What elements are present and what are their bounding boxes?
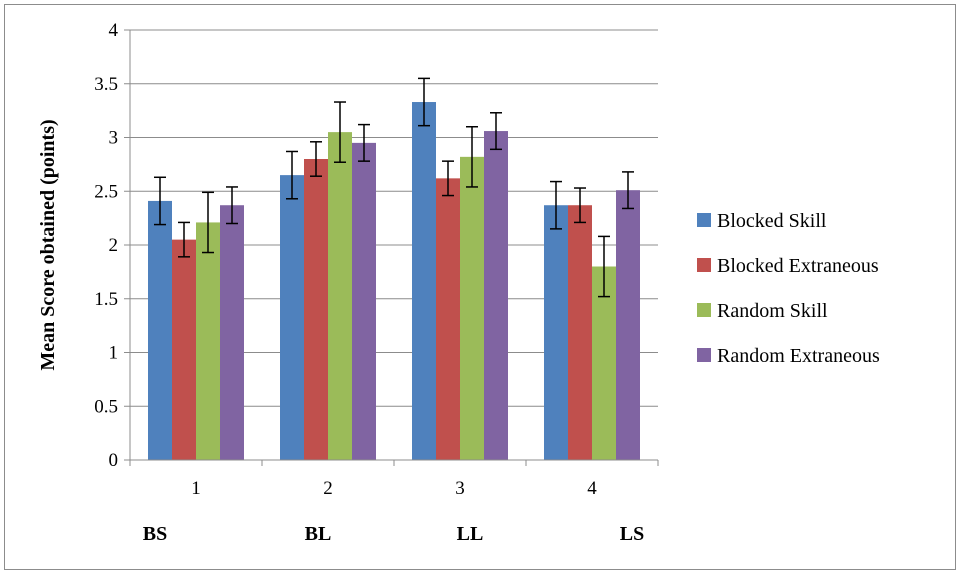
legend: Blocked Skill Blocked Extraneous Random Sk… <box>697 210 880 367</box>
bar <box>412 102 436 461</box>
bar <box>568 205 592 460</box>
y-tick-label: 4 <box>109 20 119 41</box>
bar <box>172 239 196 460</box>
bar <box>328 132 352 460</box>
y-tick-label: 3.5 <box>94 74 118 95</box>
legend-swatch <box>697 213 711 227</box>
y-axis-label: Mean Score obtained (points) <box>37 119 59 370</box>
bar <box>196 222 220 460</box>
bar <box>616 190 640 461</box>
y-tick-label: 1 <box>109 343 119 364</box>
legend-label: Blocked Skill <box>717 210 827 232</box>
bar <box>544 205 568 460</box>
bar <box>280 175 304 460</box>
y-tick-label: 2 <box>109 235 119 256</box>
bar <box>484 131 508 461</box>
legend-swatch <box>697 303 711 317</box>
bar <box>220 205 244 460</box>
y-tick-label: 0.5 <box>94 396 118 417</box>
y-tick-label: 1.5 <box>94 289 118 310</box>
bar <box>460 156 484 460</box>
bar <box>436 178 460 460</box>
bar <box>592 266 616 460</box>
bar <box>304 159 328 460</box>
bar <box>352 142 376 460</box>
legend-label: Blocked Extraneous <box>717 255 879 277</box>
x-tick-label: 2 <box>323 478 333 499</box>
y-tick-label: 3 <box>109 128 119 149</box>
legend-swatch <box>697 348 711 362</box>
legend-label: Random Skill <box>717 300 828 322</box>
x-tick-label: 1 <box>191 478 201 499</box>
y-tick-label: 0 <box>109 450 119 471</box>
legend-label: Random Extraneous <box>717 345 880 367</box>
category-sublabel: BS <box>143 523 167 545</box>
category-sublabel: LL <box>457 523 484 545</box>
y-tick-labels: 0 0.5 1 1.5 2 2.5 3 3.5 4 <box>94 20 118 471</box>
axes <box>124 29 659 466</box>
x-tick-label: 3 <box>455 478 465 499</box>
bar <box>148 200 172 461</box>
y-tick-label: 2.5 <box>94 181 118 202</box>
x-tick-labels: 1 2 3 4 BS BL LL LS <box>143 478 644 545</box>
category-sublabel: LS <box>620 523 644 545</box>
error-bars <box>154 77 634 298</box>
legend-swatch <box>697 258 711 272</box>
category-sublabel: BL <box>305 523 332 545</box>
x-tick-label: 4 <box>587 478 597 499</box>
bars <box>148 102 640 461</box>
